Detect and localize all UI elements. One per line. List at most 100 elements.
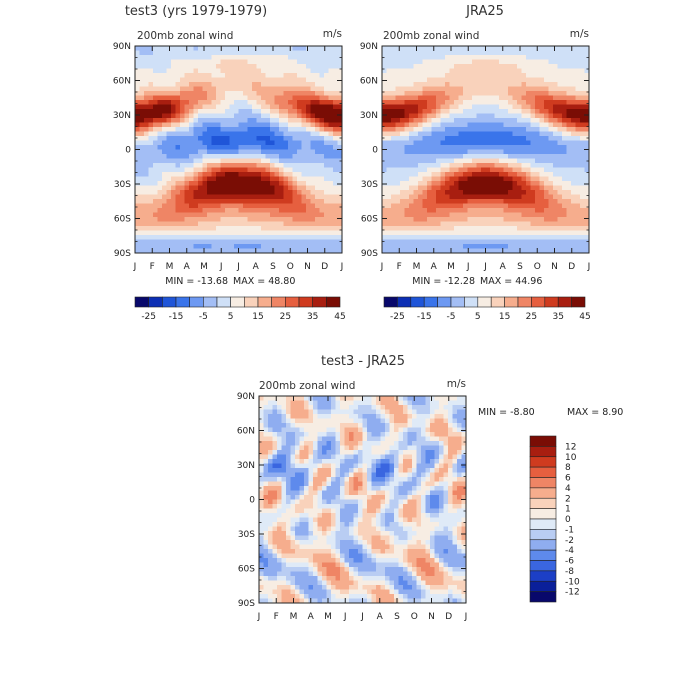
heatmap-cell [544,122,549,128]
heatmap-cell [512,127,518,132]
heatmap-cell [535,140,540,146]
heatmap-cell [391,68,396,74]
heatmap-cell [476,136,482,141]
heatmap-cell [395,46,401,51]
heatmap-cell [261,217,266,222]
heatmap-cell [180,73,185,78]
heatmap-cell [400,82,405,87]
heatmap-cell [467,100,473,105]
heatmap-cell [220,145,226,150]
heatmap-cell [494,73,500,78]
heatmap-cell [427,158,432,164]
heatmap-cell [135,239,140,245]
heatmap-cell [184,59,190,65]
heatmap-cell [562,154,567,159]
heatmap-cell [571,127,576,132]
heatmap-cell [319,208,325,213]
heatmap-cell [427,244,432,249]
heatmap-cell [175,73,181,78]
heatmap-cell [335,423,341,428]
heatmap-cell [503,50,509,56]
heatmap-cell [445,136,450,141]
heatmap-cell [494,149,500,155]
heatmap-cell [288,113,293,119]
heatmap-cell [463,239,468,245]
heatmap-cell [310,194,316,200]
heatmap-cell [404,176,410,182]
heatmap-cell [319,64,325,69]
heatmap-cell [485,127,491,132]
heatmap-cell [315,149,320,155]
heatmap-cell [382,194,387,200]
heatmap-cell [319,248,325,254]
heatmap-cell [247,194,253,200]
heatmap-cell [566,127,572,132]
heatmap-cell [566,82,572,87]
heatmap-cell [198,158,203,164]
x-tick-label: M [200,262,208,272]
x-tick-label: D [321,262,328,272]
heatmap-cell [467,172,473,177]
heatmap-cell [418,55,423,60]
heatmap-cell [449,127,455,132]
heatmap-cell [297,176,302,182]
heatmap-cell [153,208,158,213]
heatmap-cell [380,423,386,428]
heatmap-cell [427,73,432,78]
heatmap-cell [261,194,266,200]
heatmap-cell [503,104,509,110]
heatmap-cell [391,185,396,191]
heatmap-cell [472,226,477,231]
heatmap-cell [286,400,291,406]
heatmap-cell [409,248,414,254]
heatmap-cell [189,122,194,128]
heatmap-cell [261,172,266,177]
heatmap-cell [180,77,185,83]
heatmap-cell [544,235,549,240]
heatmap-cell [400,127,405,132]
heatmap-cell [153,172,158,177]
heatmap-cell [575,136,581,141]
heatmap-cell [268,405,273,410]
heatmap-cell [333,46,338,51]
heatmap-cell [324,55,329,60]
heatmap-cell [358,441,363,446]
heatmap-cell [139,55,145,60]
heatmap-cell [337,68,343,74]
heatmap-cell [407,414,413,419]
heatmap-cell [521,199,527,204]
heatmap-cell [580,68,585,74]
heatmap-cell [526,208,531,213]
heatmap-cell [216,127,221,132]
y-tick-label: 60N [113,77,131,87]
heatmap-cell [409,95,414,101]
heatmap-cell [485,95,491,101]
heatmap-cell [297,244,302,249]
heatmap-cell [263,418,269,424]
heatmap-cell [139,154,145,159]
heatmap-cell [566,136,572,141]
heatmap-cell [171,68,176,74]
heatmap-cell [243,248,248,254]
heatmap-cell [416,436,422,442]
heatmap-cell [584,82,590,87]
heatmap-cell [436,172,441,177]
heatmap-cell [445,158,450,164]
heatmap-cell [279,100,284,105]
heatmap-cell [544,149,549,155]
heatmap-cell [162,172,167,177]
heatmap-cell [463,212,468,218]
heatmap-cell [476,176,482,182]
heatmap-cell [211,131,217,137]
heatmap-cell [362,436,368,442]
heatmap-cell [301,226,307,231]
heatmap-cell [180,208,185,213]
heatmap-cell [398,441,404,446]
heatmap-cell [575,59,581,65]
heatmap-cell [584,113,590,119]
heatmap-cell [452,418,458,424]
heatmap-cell [467,167,473,173]
heatmap-cell [288,221,293,227]
heatmap-cell [562,91,567,96]
heatmap-cell [166,239,172,245]
